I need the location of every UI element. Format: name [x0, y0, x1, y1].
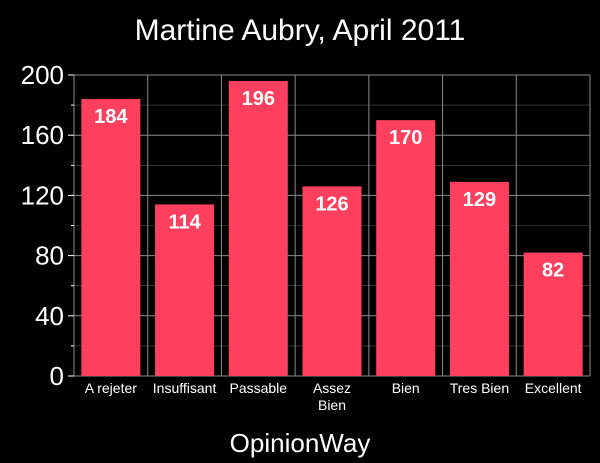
bar-value-label: 126	[315, 193, 348, 215]
y-tick-label: 200	[21, 60, 64, 90]
bar-value-label: 114	[168, 211, 201, 233]
x-axis-label: OpinionWay	[230, 428, 371, 458]
bar	[302, 186, 362, 376]
bar	[228, 81, 288, 377]
category-label: Insuffisant	[153, 380, 217, 396]
category-label: A rejeter	[85, 380, 137, 396]
bar	[376, 120, 436, 377]
y-tick-label: 120	[21, 180, 64, 210]
category-labels: A rejeter Insuffisant Passable Assez Bien Bie…	[85, 380, 582, 413]
bar-value-label: 184	[94, 106, 128, 128]
chart-title: Martine Aubry, April 2011	[135, 14, 466, 47]
category-label: Bien	[392, 380, 420, 396]
category-label: Tres Bien	[450, 380, 509, 396]
bar-value-label: 129	[463, 189, 496, 211]
bar	[81, 99, 141, 376]
category-label: Passable	[229, 380, 287, 396]
y-tick-label: 80	[35, 241, 64, 271]
bar-value-label: 170	[389, 127, 422, 149]
bar	[449, 181, 509, 376]
y-tick-label: 160	[21, 120, 64, 150]
category-label: Assez Bien	[313, 380, 351, 413]
bar-value-label: 82	[542, 260, 564, 282]
y-axis-ticks: 0 40 80 120 160 200	[21, 60, 64, 391]
category-label: Excellent	[525, 380, 582, 396]
y-tick-label: 40	[35, 301, 64, 331]
bar	[523, 252, 583, 376]
y-tick-label: 0	[50, 361, 64, 391]
bar	[155, 204, 215, 376]
value-labels: 184 114 196 126 170 129 82	[94, 88, 564, 282]
bar-value-label: 196	[242, 88, 275, 110]
bars	[81, 81, 583, 377]
